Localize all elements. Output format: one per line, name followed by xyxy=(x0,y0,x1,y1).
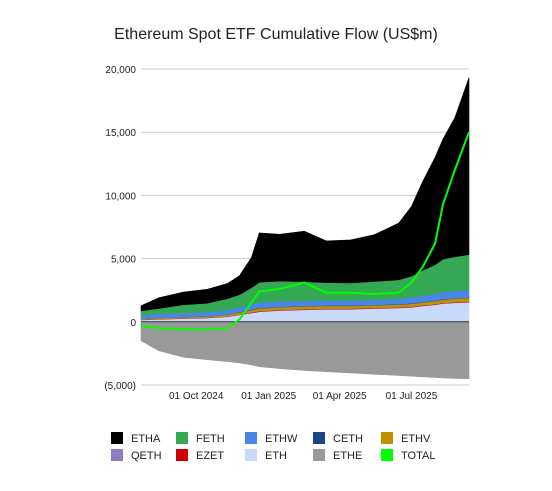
legend-swatch-ceth xyxy=(313,432,325,444)
legend-label-feth: FETH xyxy=(196,433,225,445)
legend-label-ethv: ETHV xyxy=(401,433,431,445)
legend-swatch-qeth xyxy=(111,449,123,461)
legend-label-total: TOTAL xyxy=(401,450,435,462)
legend-swatch-feth xyxy=(176,432,188,444)
y-axis: 20,000 15,000 10,000 5,000 0 (5,000) xyxy=(104,65,136,392)
x-tick-label: 01 Jan 2025 xyxy=(241,391,296,402)
legend-swatch-ethw xyxy=(245,432,257,444)
stacked-areas xyxy=(140,77,470,380)
legend-swatch-ethv xyxy=(381,432,393,444)
y-tick-label: 20,000 xyxy=(105,65,136,76)
x-tick-label: 01 Apr 2025 xyxy=(313,391,367,402)
total-line-layer xyxy=(140,131,470,331)
legend-swatch-eth xyxy=(245,449,257,461)
legend-label-etha: ETHA xyxy=(131,433,161,445)
legend-label-ceth: CETH xyxy=(333,433,363,445)
legend-label-ezet: EZET xyxy=(196,450,224,462)
chart-title: Ethereum Spot ETF Cumulative Flow (US$m) xyxy=(114,26,438,43)
x-tick-label: 01 Jul 2025 xyxy=(386,391,438,402)
legend-swatch-ethe xyxy=(313,449,325,461)
y-tick-label: 0 xyxy=(130,318,136,329)
y-tick-label: 10,000 xyxy=(105,191,136,202)
legend: ETHA FETH ETHW CETH ETHV QETH EZET ETH ETHE TOTAL xyxy=(111,432,435,462)
x-axis: 01 Oct 2024 01 Jan 2025 01 Apr 2025 01 Jul … xyxy=(169,391,438,402)
legend-label-ethw: ETHW xyxy=(265,433,298,445)
legend-swatch-ezet xyxy=(176,449,188,461)
legend-label-qeth: QETH xyxy=(131,450,162,462)
y-tick-label: 15,000 xyxy=(105,128,136,139)
y-tick-label: 5,000 xyxy=(111,255,136,266)
x-tick-label: 01 Oct 2024 xyxy=(169,391,224,402)
legend-label-ethe: ETHE xyxy=(333,450,362,462)
legend-swatch-etha xyxy=(111,432,123,444)
legend-label-eth: ETH xyxy=(265,450,287,462)
area-etha xyxy=(140,77,470,312)
total-line xyxy=(140,131,470,331)
legend-swatch-total xyxy=(381,449,393,461)
y-tick-label: (5,000) xyxy=(104,381,136,392)
